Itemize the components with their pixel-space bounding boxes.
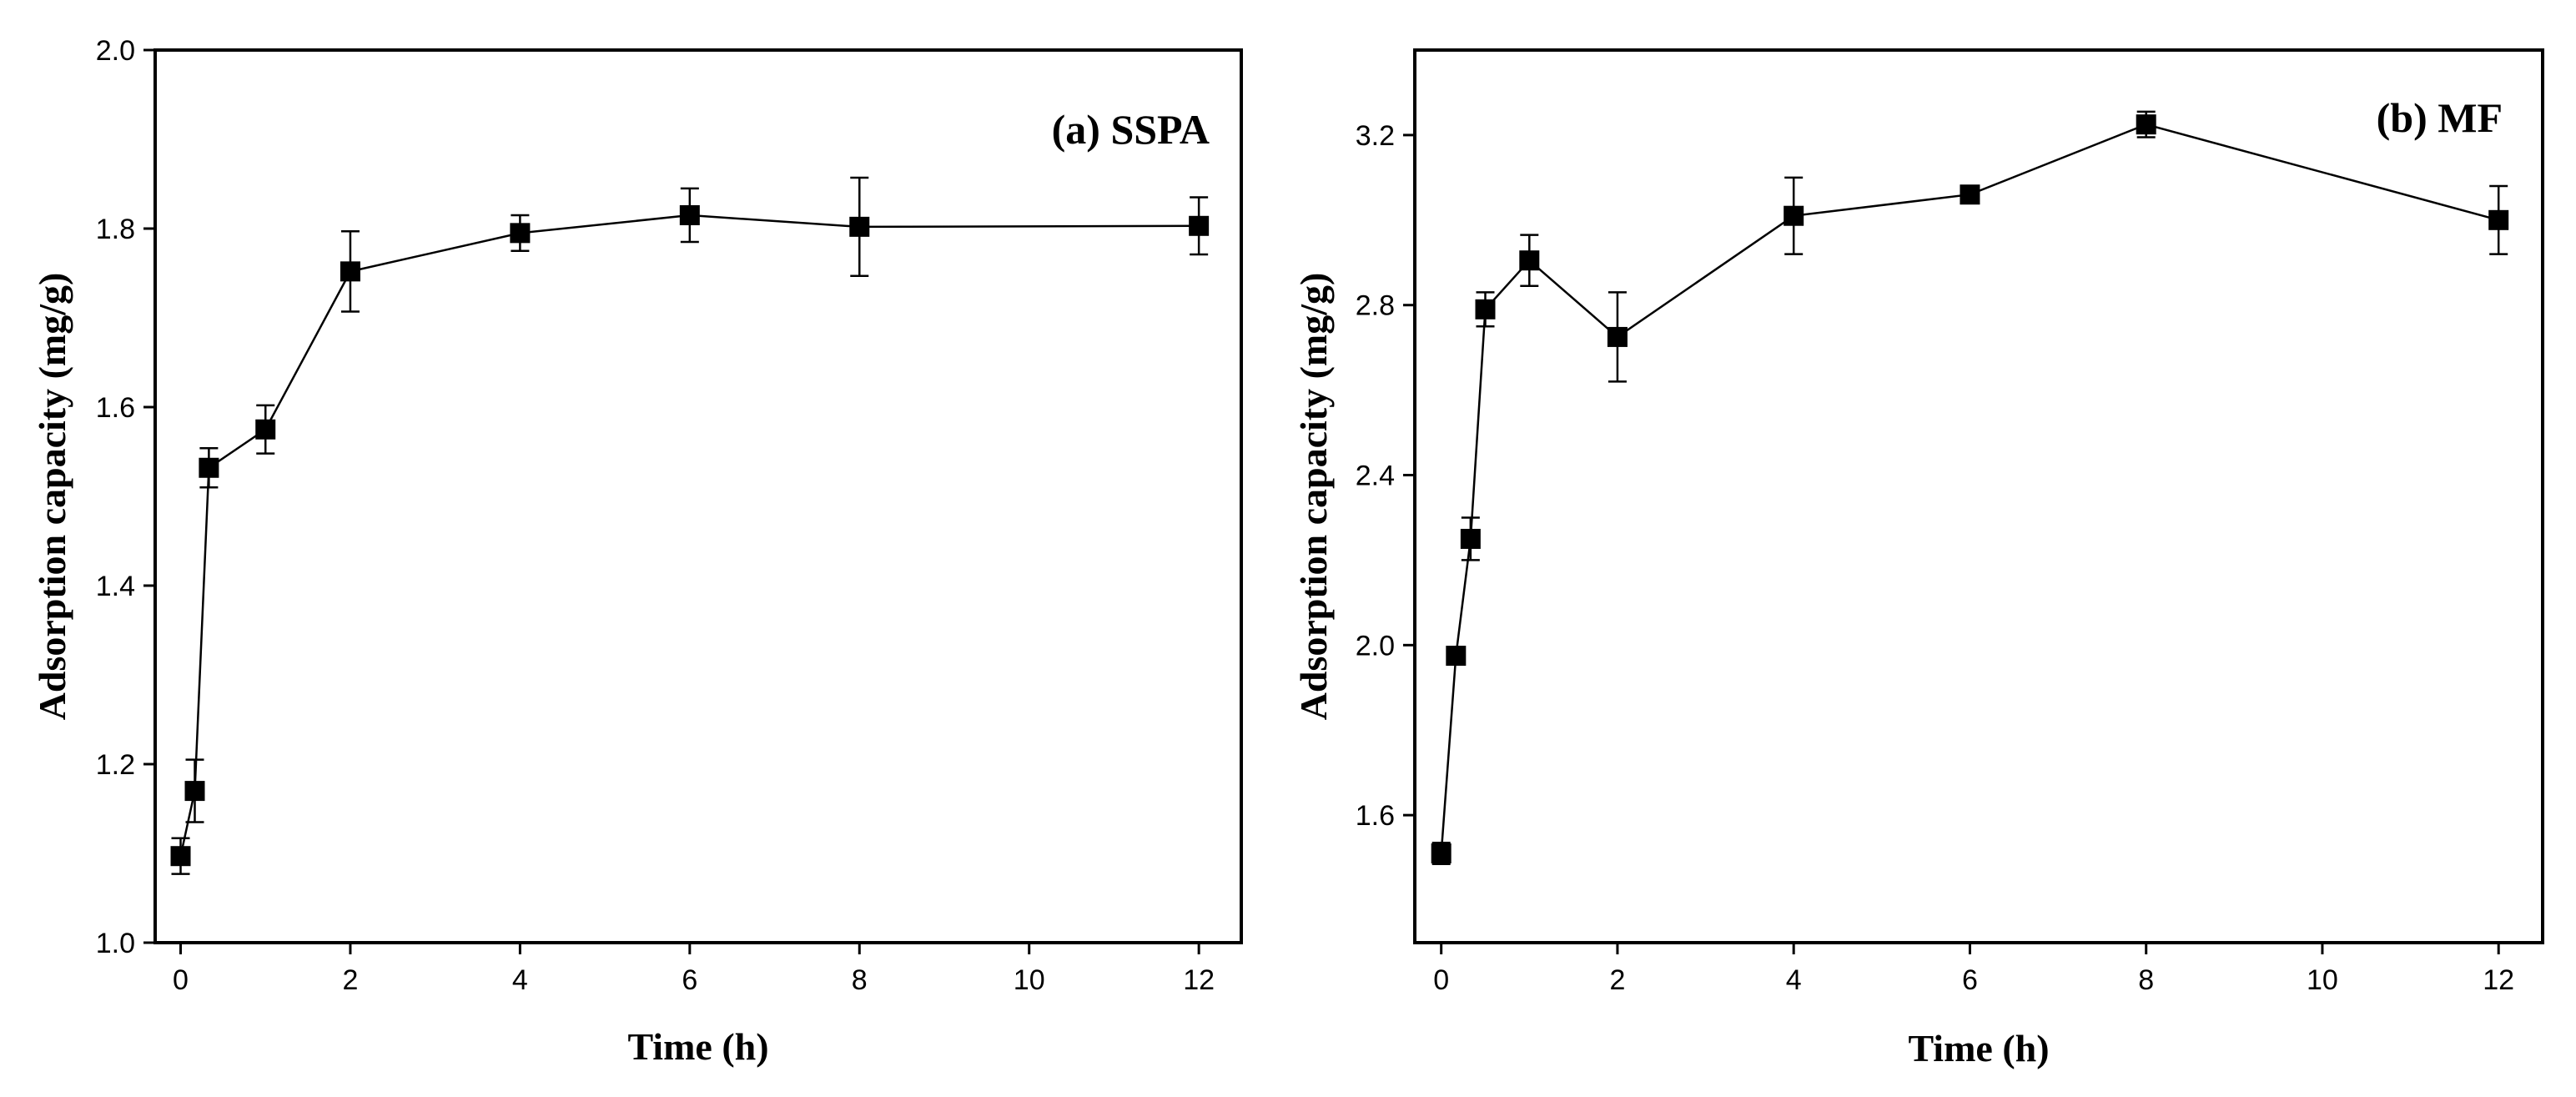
y-tick-label-a: 1.2 bbox=[96, 749, 135, 781]
data-point-a bbox=[849, 216, 870, 237]
series-line-b bbox=[1440, 123, 2499, 854]
x-tick-label-a: 0 bbox=[173, 964, 189, 996]
y-tick-label-a: 1.8 bbox=[96, 214, 135, 245]
x-tick-label-b: 0 bbox=[1433, 964, 1449, 996]
y-axis-title-a: Adsorption capacity (mg/g) bbox=[31, 273, 73, 721]
panel-b: (b) MF Time (h) Adsorption capacity (mg/… bbox=[1292, 48, 2544, 1069]
panel-title-b: (b) MF bbox=[2377, 94, 2503, 141]
data-point-b bbox=[1519, 250, 1540, 271]
x-tick-label-a: 6 bbox=[682, 964, 697, 996]
x-tick-label-b: 2 bbox=[1609, 964, 1625, 996]
data-point-a bbox=[170, 846, 191, 867]
panel-a: (a) SSPA Time (h) Adsorption capacity (m… bbox=[31, 35, 1243, 1068]
data-point-b bbox=[1431, 843, 1452, 863]
plot-frame-a bbox=[153, 48, 1243, 944]
x-tick-label-a: 2 bbox=[342, 964, 358, 996]
data-point-a bbox=[184, 781, 205, 802]
x-tick-label-a: 12 bbox=[1183, 964, 1215, 996]
x-tick-label-b: 4 bbox=[1786, 964, 1802, 996]
data-point-a bbox=[255, 419, 276, 440]
x-axis-title-b: Time (h) bbox=[1908, 1027, 2049, 1069]
y-tick-label-a: 1.4 bbox=[96, 571, 135, 602]
data-point-b bbox=[1784, 205, 1804, 226]
x-tick-label-b: 10 bbox=[2307, 964, 2338, 996]
data-point-a bbox=[679, 204, 700, 225]
y-tick-label-b: 2.4 bbox=[1356, 460, 1395, 492]
data-point-b bbox=[2136, 114, 2156, 135]
y-tick-label-a: 1.0 bbox=[96, 928, 135, 959]
data-point-b bbox=[2488, 209, 2509, 230]
data-point-b bbox=[1475, 299, 1496, 320]
x-tick-label-b: 12 bbox=[2483, 964, 2514, 996]
x-tick-label-a: 4 bbox=[512, 964, 528, 996]
y-tick-label-a: 2.0 bbox=[96, 35, 135, 67]
y-axis-title-b: Adsorption capacity (mg/g) bbox=[1292, 273, 1335, 721]
y-tick-label-b: 2.0 bbox=[1356, 630, 1395, 662]
data-point-b bbox=[1446, 646, 1467, 667]
y-tick-label-b: 2.8 bbox=[1356, 290, 1395, 322]
data-point-b bbox=[1607, 326, 1628, 347]
data-point-b bbox=[1960, 184, 1980, 205]
data-point-a bbox=[199, 457, 219, 478]
y-tick-label-b: 1.6 bbox=[1356, 800, 1395, 832]
data-point-a bbox=[340, 261, 360, 282]
x-tick-label-b: 8 bbox=[2138, 964, 2154, 996]
data-point-a bbox=[1189, 215, 1210, 236]
series-line-a bbox=[179, 214, 1200, 857]
data-point-a bbox=[510, 223, 531, 244]
plot-frame-b bbox=[1413, 48, 2544, 944]
x-axis-title-a: Time (h) bbox=[627, 1025, 768, 1068]
panel-title-a: (a) SSPA bbox=[1052, 106, 1210, 153]
y-tick-label-a: 1.6 bbox=[96, 392, 135, 424]
x-tick-label-b: 6 bbox=[1962, 964, 1978, 996]
x-tick-label-a: 10 bbox=[1014, 964, 1045, 996]
x-tick-label-a: 8 bbox=[852, 964, 868, 996]
y-tick-label-b: 3.2 bbox=[1356, 120, 1395, 152]
data-point-b bbox=[1460, 528, 1481, 549]
